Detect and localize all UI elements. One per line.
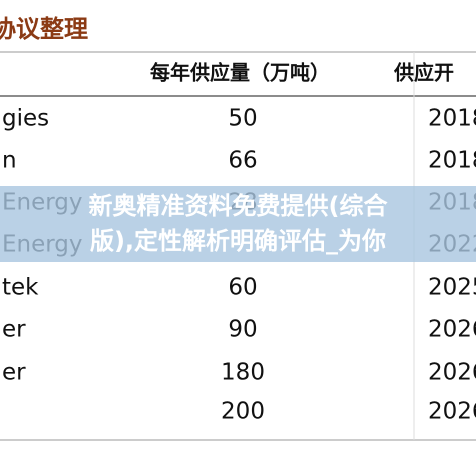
table-cell: er <box>2 360 26 386</box>
header-cell: 供应开 <box>393 61 454 85</box>
table-cell: 60 <box>228 275 257 301</box>
overlay-text: 新奥精准资料免费提供(综合 <box>89 192 389 220</box>
header-cell: 每年供应量（万吨） <box>150 61 330 85</box>
title: 协议整理 <box>0 15 88 43</box>
table-cell: 50 <box>228 106 257 132</box>
table-cell: 2026 <box>428 399 476 425</box>
table-cell: n <box>2 148 17 174</box>
table-cell: 2018 <box>428 106 476 132</box>
table-cell: 2026 <box>428 317 476 343</box>
table-cell: gies <box>2 106 49 132</box>
table-cell: 90 <box>228 317 257 343</box>
table-cell: tek <box>2 275 39 301</box>
overlay-text: 版),定性解析明确评估_为你 <box>90 227 386 255</box>
table-cell: er <box>2 317 26 343</box>
table-cell: 2025 <box>428 275 476 301</box>
table-cell: 2026 <box>428 360 476 386</box>
table-cell: 180 <box>221 360 265 386</box>
table-cell: 2018 <box>428 148 476 174</box>
table-cell: 66 <box>228 148 257 174</box>
table-cell: 200 <box>221 399 265 425</box>
overlay-band <box>0 186 476 262</box>
